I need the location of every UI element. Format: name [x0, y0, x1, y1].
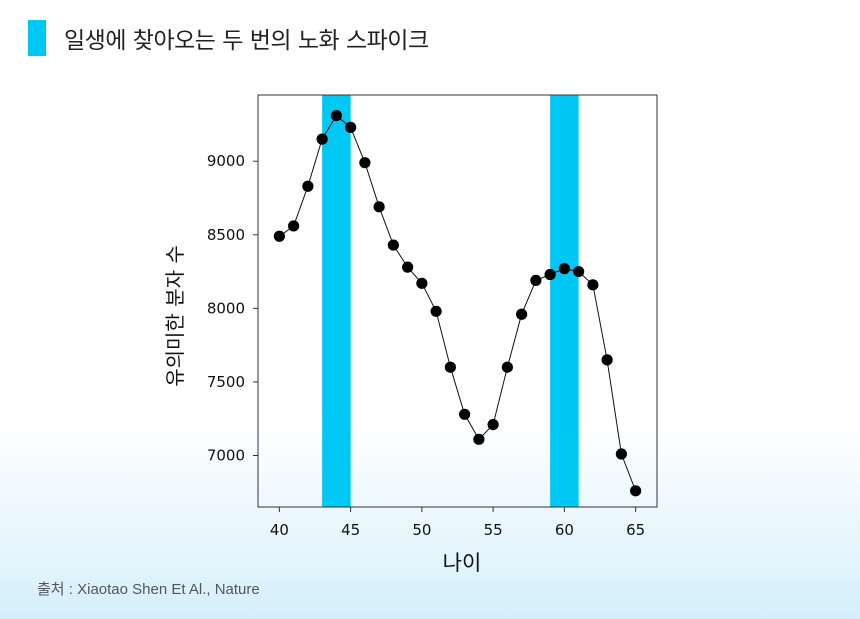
data-point-age-65 — [630, 485, 642, 497]
data-point-age-43 — [316, 133, 328, 145]
data-point-age-59 — [544, 268, 556, 281]
page-title: 일생에 찾아오는 두 번의 노화 스파이크 — [64, 28, 429, 54]
data-point-age-55 — [487, 419, 499, 431]
data-point-age-47 — [373, 201, 385, 213]
data-point-age-58 — [530, 274, 542, 286]
highlight-bands — [322, 95, 579, 507]
data-point-age-51 — [430, 305, 442, 317]
data-point-age-49 — [402, 261, 414, 273]
data-point-age-48 — [387, 239, 399, 251]
data-point-age-40 — [273, 230, 285, 242]
data-point-age-45 — [345, 121, 357, 133]
data-point-age-50 — [416, 277, 428, 289]
y-tick-label-9000: 9000 — [207, 152, 245, 170]
x-tick-label-40: 40 — [270, 521, 289, 539]
data-point-age-53 — [459, 408, 471, 420]
data-point-age-64 — [615, 448, 627, 460]
data-points — [273, 110, 642, 497]
data-point-age-41 — [288, 220, 300, 232]
y-axis-label: 유의미한 분자 수 — [163, 245, 187, 387]
y-tick-label-7000: 7000 — [207, 447, 245, 465]
highlight-band-2 — [550, 95, 579, 507]
x-axis-label: 나이 — [443, 551, 482, 575]
data-point-age-60 — [558, 263, 570, 275]
data-point-age-46 — [359, 157, 371, 169]
y-tick-label-8500: 8500 — [207, 226, 245, 244]
data-point-age-56 — [501, 361, 513, 373]
x-tick-label-50: 50 — [412, 521, 431, 539]
y-tick-label-7500: 7500 — [207, 373, 245, 391]
title-accent-bar — [28, 20, 46, 56]
title-block: 일생에 찾아오는 두 번의 노화 스파이크 — [28, 20, 429, 56]
data-point-age-44 — [330, 110, 342, 122]
data-point-age-52 — [444, 361, 456, 373]
y-axis-ticks: 7000 7500 8000 8500 9000 — [207, 152, 258, 465]
x-tick-label-45: 45 — [341, 521, 360, 539]
x-tick-label-55: 55 — [484, 521, 503, 539]
plot-frame — [257, 94, 658, 508]
x-tick-label-65: 65 — [626, 521, 645, 539]
highlight-band-1 — [322, 95, 351, 507]
data-point-age-62 — [587, 279, 599, 291]
data-point-age-63 — [601, 354, 613, 366]
y-tick-label-8000: 8000 — [207, 299, 245, 317]
source-note: 출처 : Xiaotao Shen Et Al., Nature — [37, 581, 260, 598]
x-tick-label-60: 60 — [555, 521, 574, 539]
data-point-age-57 — [516, 308, 528, 320]
data-point-age-61 — [573, 265, 585, 278]
data-point-age-42 — [302, 180, 314, 192]
data-point-age-54 — [473, 433, 485, 445]
x-axis-ticks: 40 45 50 55 60 65 — [270, 507, 645, 539]
